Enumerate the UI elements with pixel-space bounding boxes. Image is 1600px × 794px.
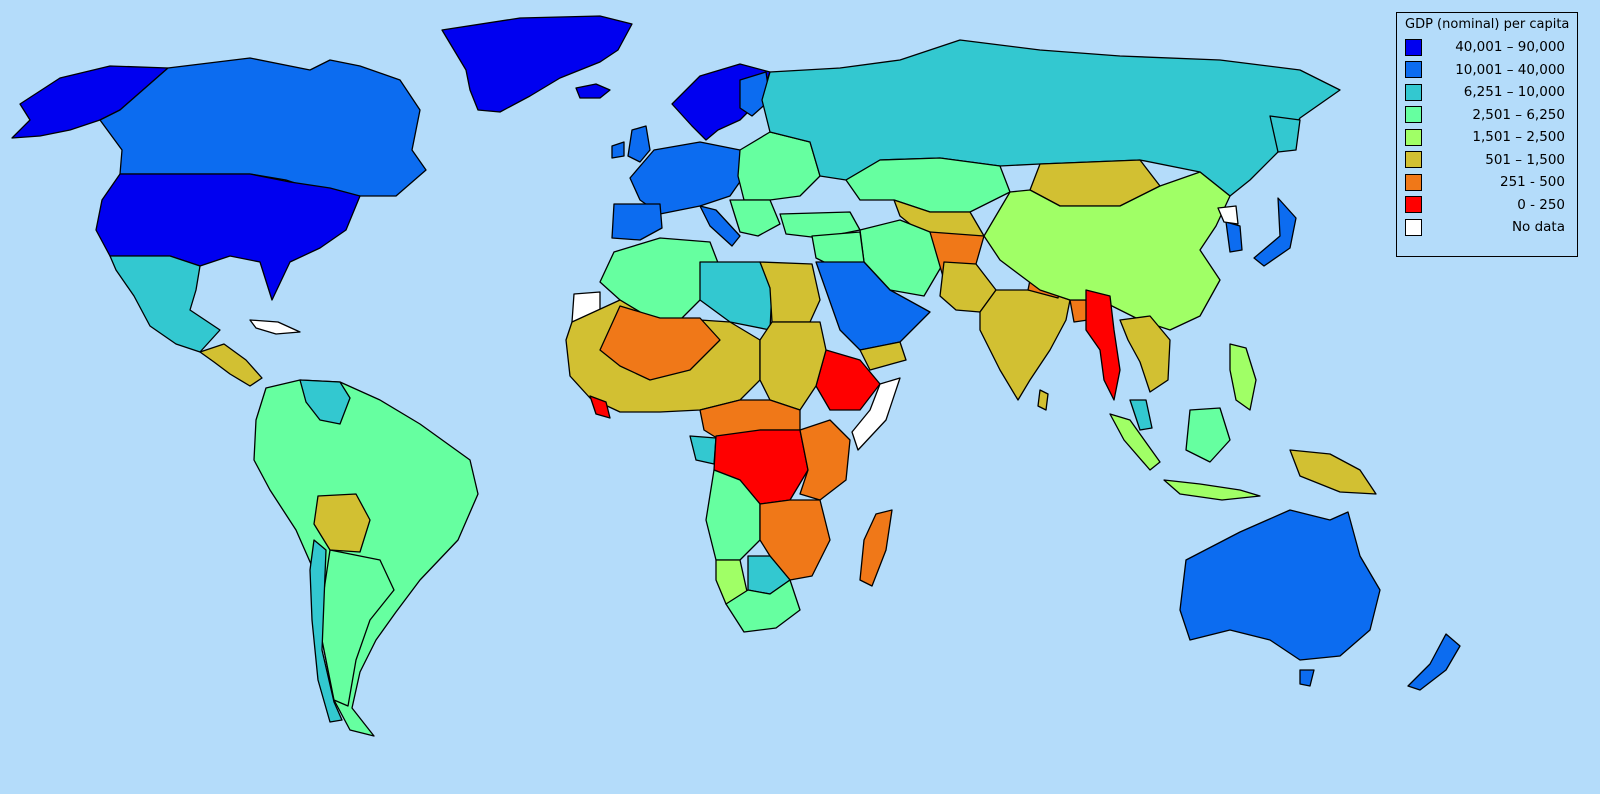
region-myanmar	[1085, 289, 1121, 401]
map-legend: GDP (nominal) per capita 40,001 – 90,000…	[1396, 12, 1578, 257]
legend-swatch	[1405, 38, 1422, 56]
region-uk	[627, 125, 651, 163]
legend-item: 251 - 500	[1405, 171, 1569, 194]
legend-item: 40,001 – 90,000	[1405, 36, 1569, 59]
region-sudan	[759, 321, 827, 411]
region-canada	[99, 57, 427, 197]
region-balkans	[729, 199, 781, 237]
legend-swatch	[1405, 196, 1422, 214]
region-bolivia	[313, 493, 371, 553]
region-australia	[1179, 509, 1381, 661]
legend-label: No data	[1511, 219, 1565, 236]
region-saudi-arabia	[815, 261, 931, 351]
legend-swatch	[1405, 173, 1422, 191]
region-philippines	[1229, 343, 1257, 411]
region-greenland	[441, 15, 633, 113]
legend-label: 251 - 500	[1500, 174, 1565, 191]
legend-item: 501 – 1,500	[1405, 149, 1569, 172]
region-iceland	[575, 83, 611, 99]
region-italy	[699, 205, 741, 247]
region-malaysia	[1129, 399, 1153, 431]
region-indonesia-sumatra	[1109, 413, 1161, 471]
legend-item: 0 - 250	[1405, 194, 1569, 217]
region-chile	[309, 539, 343, 723]
region-southern-africa-west	[705, 469, 761, 561]
region-madagascar	[859, 509, 893, 587]
legend-label: 10,001 – 40,000	[1455, 61, 1565, 78]
region-new-zealand	[1407, 633, 1461, 691]
region-libya	[699, 261, 773, 331]
legend-label: 0 - 250	[1517, 196, 1565, 213]
legend-label: 6,251 – 10,000	[1463, 84, 1565, 101]
region-tasmania	[1299, 669, 1315, 687]
legend-item: 6,251 – 10,000	[1405, 81, 1569, 104]
legend-item: 1,501 – 2,500	[1405, 126, 1569, 149]
region-borneo	[1185, 407, 1231, 463]
legend-item: 2,501 – 6,250	[1405, 104, 1569, 127]
legend-swatch	[1405, 151, 1422, 169]
region-somalia	[851, 377, 901, 451]
legend-swatch	[1405, 106, 1422, 124]
legend-label: 501 – 1,500	[1485, 151, 1565, 168]
legend-label: 1,501 – 2,500	[1472, 129, 1565, 146]
region-mozambique-zambia	[759, 499, 831, 581]
region-usa	[95, 173, 361, 301]
region-central-america	[199, 343, 263, 387]
region-kazakhstan	[845, 157, 1011, 213]
region-new-guinea	[1289, 449, 1377, 495]
legend-swatch	[1405, 61, 1422, 79]
region-ireland	[611, 141, 625, 159]
region-liberia	[589, 395, 611, 419]
region-venezuela	[299, 379, 351, 425]
region-north-africa-west	[599, 237, 721, 321]
region-indonesia-islands	[1163, 479, 1261, 501]
region-iberia	[611, 203, 663, 241]
region-mexico	[109, 255, 221, 353]
region-gabon-congo	[689, 435, 717, 465]
region-finland	[739, 71, 771, 117]
legend-title: GDP (nominal) per capita	[1405, 17, 1570, 32]
legend-item: No data	[1405, 216, 1569, 239]
legend-label: 2,501 – 6,250	[1472, 106, 1565, 123]
region-korea	[1225, 221, 1243, 253]
region-yemen-oman	[859, 341, 907, 371]
region-east-africa	[799, 419, 851, 501]
region-south-africa	[725, 579, 801, 633]
region-india	[979, 289, 1071, 401]
region-north-korea	[1217, 205, 1239, 225]
region-cuba	[249, 319, 301, 335]
region-china	[983, 171, 1231, 331]
region-japan	[1253, 197, 1297, 267]
legend-label: 40,001 – 90,000	[1455, 39, 1565, 56]
region-indochina	[1119, 315, 1171, 393]
region-kamchatka	[1269, 115, 1301, 153]
legend-swatch	[1405, 128, 1422, 146]
legend-swatch	[1405, 218, 1422, 236]
region-eastern-europe	[737, 131, 821, 201]
legend-items: 40,001 – 90,000 10,001 – 40,000 6,251 – 10…	[1405, 36, 1569, 239]
legend-swatch	[1405, 83, 1422, 101]
region-bangladesh	[1069, 299, 1089, 323]
legend-item: 10,001 – 40,000	[1405, 59, 1569, 82]
region-sri-lanka	[1037, 389, 1049, 411]
region-mali-niger	[599, 305, 721, 381]
